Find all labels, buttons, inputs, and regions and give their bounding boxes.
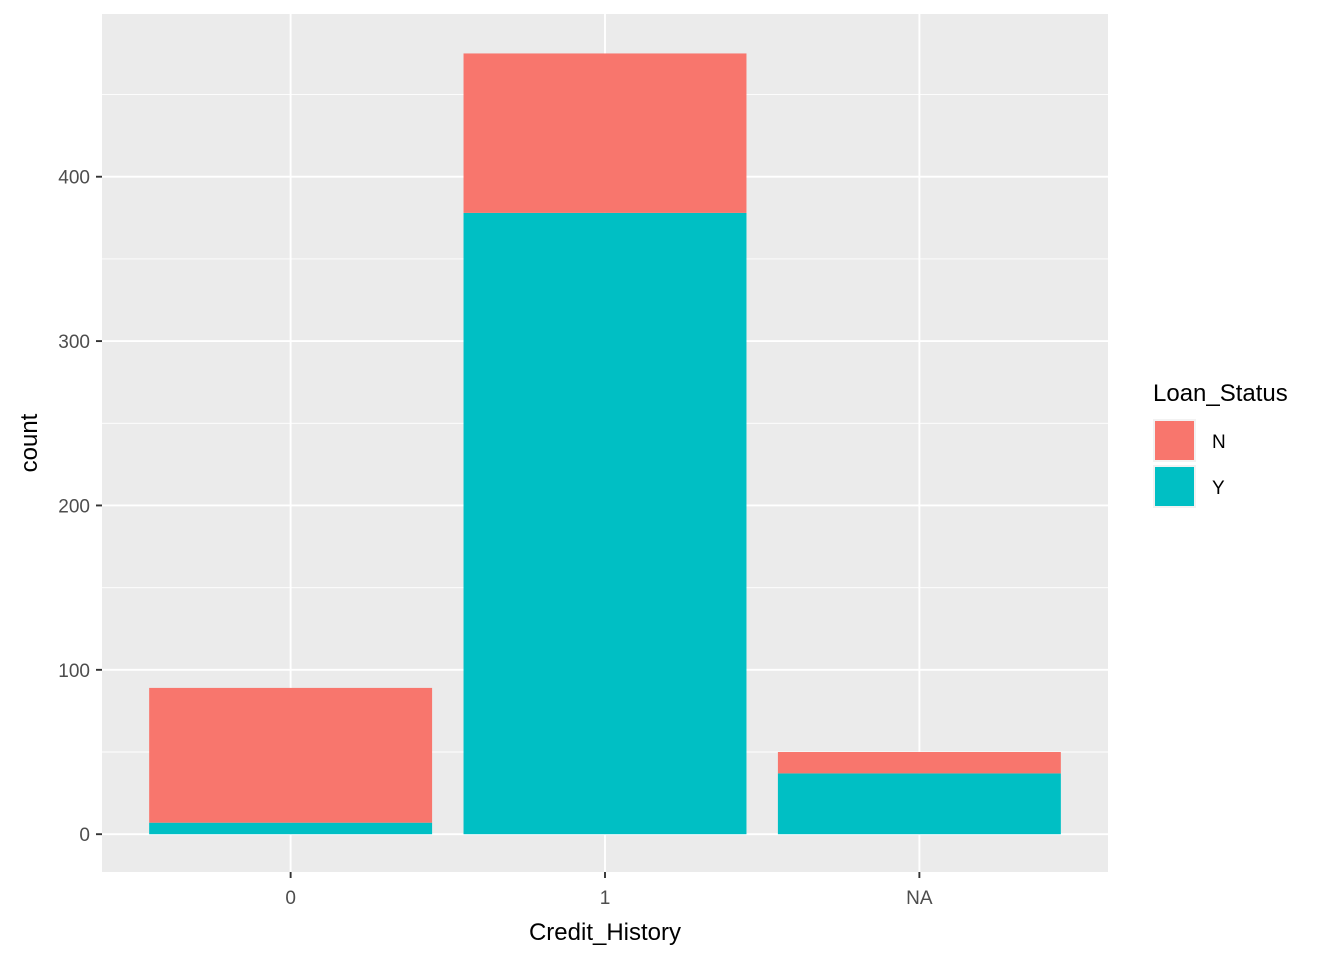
x-tick-label: 1 [600, 888, 611, 909]
legend: Loan_Status N Y [1153, 380, 1288, 508]
bar-1-Y [463, 212, 747, 835]
y-tick-label: 300 [58, 332, 90, 353]
y-tick-label: 0 [79, 825, 90, 846]
x-axis-title: Credit_History [529, 919, 681, 946]
x-tick-label: NA [906, 888, 933, 909]
y-axis: 0 100 200 300 400 [58, 168, 102, 846]
bar-1-N [463, 53, 747, 213]
x-axis: 0 1 NA [285, 872, 933, 909]
bar-0-N [149, 687, 433, 823]
bar-NA-Y [777, 773, 1061, 835]
legend-title: Loan_Status [1153, 380, 1288, 407]
legend-label-Y: Y [1212, 478, 1225, 499]
legend-swatch-N [1155, 421, 1194, 460]
y-axis-title: count [16, 413, 43, 472]
x-tick-label: 0 [285, 888, 296, 909]
y-tick-label: 400 [58, 168, 90, 189]
legend-label-N: N [1212, 432, 1226, 453]
legend-swatch-Y [1155, 467, 1194, 506]
bars [149, 53, 1061, 835]
y-tick-label: 200 [58, 496, 90, 517]
bar-NA-N [777, 752, 1061, 774]
y-tick-label: 100 [58, 661, 90, 682]
bar-0-Y [149, 822, 433, 835]
